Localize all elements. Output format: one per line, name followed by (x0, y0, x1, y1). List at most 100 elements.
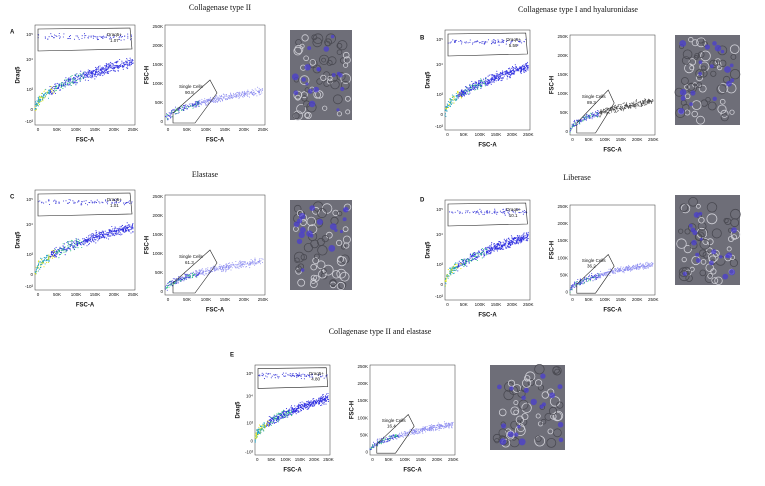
event-dot (466, 91, 468, 93)
event-dot (508, 243, 510, 245)
event-dot (494, 78, 496, 80)
event-dot (523, 66, 525, 68)
event-dot (81, 246, 83, 249)
event-dot (597, 116, 599, 118)
event-dot (92, 70, 94, 72)
event-dot (570, 128, 572, 130)
event-dot (175, 108, 177, 110)
event-dot (112, 233, 114, 235)
event-dot (496, 247, 499, 249)
event-dot (623, 102, 625, 104)
event-dot (129, 62, 131, 64)
event-dot (233, 265, 235, 267)
event-dot (506, 238, 508, 240)
event-dot (116, 233, 118, 235)
event-dot (52, 255, 54, 257)
event-dot (224, 265, 226, 267)
event-dot (484, 253, 486, 255)
event-dot (121, 62, 123, 64)
event-dot (192, 276, 194, 278)
event-dot (222, 267, 224, 269)
y-tick-label: 10³ (26, 252, 33, 257)
event-dot (590, 277, 592, 279)
event-dot (113, 228, 115, 230)
event-dot (516, 70, 518, 72)
event-dot (596, 278, 597, 280)
event-dot (86, 241, 88, 243)
event-dot (475, 84, 477, 86)
event-dot (119, 58, 121, 61)
event-dot (648, 101, 650, 103)
cell (301, 95, 308, 102)
event-dot (64, 82, 66, 84)
event-dot (516, 209, 518, 211)
event-dot (488, 82, 490, 84)
event-dot (95, 242, 97, 244)
event-dot (120, 66, 122, 68)
y-tick-label: 250K (557, 34, 568, 39)
cell (336, 281, 345, 291)
nucleus (730, 78, 735, 83)
event-dot (486, 252, 488, 254)
event-dot (40, 259, 43, 261)
event-dot (67, 247, 69, 249)
event-dot (571, 289, 573, 291)
event-dot (461, 212, 463, 214)
gate-value: 1.07 (110, 38, 119, 43)
event-dot (507, 212, 509, 214)
cell (678, 228, 684, 234)
event-dot (129, 65, 131, 67)
event-dot (177, 108, 179, 110)
event-dot (176, 280, 178, 281)
event-dot (521, 42, 523, 44)
event-dot (173, 283, 175, 285)
event-dot (508, 67, 511, 69)
gate-name: Single Cells (582, 258, 607, 263)
event-dot (484, 83, 486, 85)
event-dot (474, 81, 476, 83)
event-dot (59, 89, 61, 91)
event-dot (254, 263, 256, 265)
event-dot (632, 104, 634, 106)
event-dot (240, 263, 242, 265)
event-dot (459, 92, 462, 94)
event-dot (477, 85, 479, 87)
event-dot (593, 277, 595, 279)
event-dot (472, 258, 474, 260)
event-dot (480, 79, 483, 81)
event-dot (34, 106, 36, 108)
event-dot (527, 233, 529, 235)
event-dot (472, 86, 474, 88)
event-dot (251, 89, 253, 91)
cell (310, 274, 317, 281)
event-dot (643, 265, 645, 267)
event-dot (596, 112, 598, 114)
event-dot (591, 115, 593, 117)
event-dot (525, 66, 528, 68)
event-dot (624, 106, 626, 108)
event-dot (85, 202, 87, 204)
event-dot (610, 109, 612, 111)
event-dot (253, 261, 255, 263)
event-dot (82, 73, 84, 75)
event-dot (517, 239, 519, 241)
cell (336, 111, 342, 117)
event-dot (499, 75, 501, 77)
cell (294, 94, 301, 101)
event-dot (485, 249, 487, 251)
event-dot (570, 287, 572, 289)
event-dot (64, 86, 66, 88)
event-dot (190, 103, 192, 105)
event-dot (120, 234, 122, 236)
event-dot (489, 80, 491, 82)
event-dot (489, 82, 491, 84)
event-dot (255, 262, 257, 264)
event-dot (497, 39, 499, 41)
event-dot (41, 96, 43, 99)
event-dot (469, 212, 471, 214)
event-dot (178, 278, 180, 280)
event-dot (469, 257, 471, 259)
event-dot (36, 267, 38, 270)
x-tick-label: 100K (475, 302, 486, 307)
event-dot (505, 208, 507, 210)
